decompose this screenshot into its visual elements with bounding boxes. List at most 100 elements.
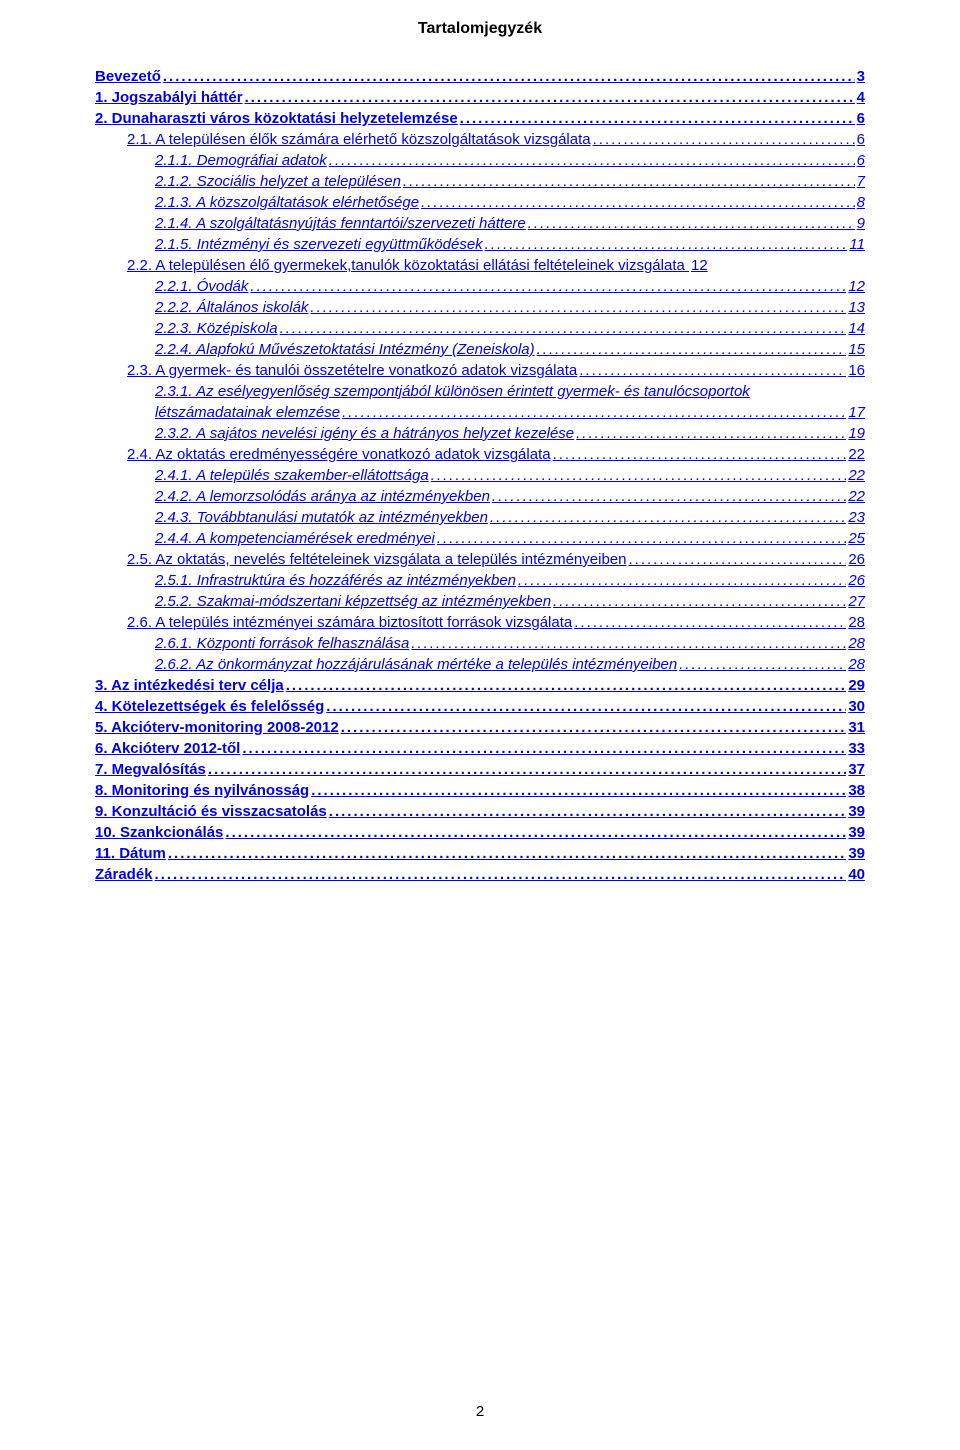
toc-label: 2.1.2. Szociális helyzet a településen (155, 171, 401, 192)
toc-page: 30 (846, 696, 865, 717)
toc-leader: ........................................… (327, 801, 847, 822)
toc-entry[interactable]: 2.4. Az oktatás eredményességére vonatko… (95, 444, 865, 465)
toc-leader: ........................................… (308, 297, 846, 318)
toc-leader: ........................................… (309, 780, 846, 801)
toc-page: 4 (855, 87, 865, 108)
toc-page: 14 (846, 318, 865, 339)
toc-entry[interactable]: 2.6.2. Az önkormányzat hozzájárulásának … (95, 654, 865, 675)
toc-label: Bevezető (95, 66, 161, 87)
toc-entry[interactable]: 2.4.1. A település szakember-ellátottság… (95, 465, 865, 486)
toc-leader: ........................................… (574, 423, 846, 444)
toc-entry[interactable]: 2.3. A gyermek- és tanulói összetételre … (95, 360, 865, 381)
toc-entry[interactable]: Bevezető................................… (95, 66, 865, 87)
toc-label: 5. Akcióterv-monitoring 2008-2012 (95, 717, 339, 738)
toc-leader: ........................................… (435, 528, 846, 549)
toc-entry[interactable]: 8. Monitoring és nyilvánosság...........… (95, 780, 865, 801)
toc-page: 39 (846, 843, 865, 864)
toc-entry[interactable]: 2.5.1. Infrastruktúra és hozzáférés az i… (95, 570, 865, 591)
toc-page: 22 (846, 465, 865, 486)
toc-entry[interactable]: 2.2.1. Óvodák...........................… (95, 276, 865, 297)
toc-entry[interactable]: 1. Jogszabályi háttér...................… (95, 87, 865, 108)
toc-label: 2.1.3. A közszolgáltatások elérhetősége (155, 192, 419, 213)
toc-leader: ........................................… (526, 213, 855, 234)
toc-label: 2.4.1. A település szakember-ellátottság… (155, 465, 429, 486)
toc-entry[interactable]: 9. Konzultáció és visszacsatolás........… (95, 801, 865, 822)
toc-label: 2.5.1. Infrastruktúra és hozzáférés az i… (155, 570, 516, 591)
toc-label: 10. Szankcionálás (95, 822, 223, 843)
toc-leader: ........................................… (401, 171, 855, 192)
toc-entry[interactable]: 5. Akcióterv-monitoring 2008-2012.......… (95, 717, 865, 738)
toc-entry[interactable]: 2.6.1. Központi források felhasználása..… (95, 633, 865, 654)
toc-entry-continuation[interactable]: létszámadatainak elemzése...............… (95, 402, 865, 423)
toc-leader: ........................................… (572, 612, 846, 633)
toc-entry[interactable]: 2.4.2. A lemorzsolódás aránya az intézmé… (95, 486, 865, 507)
toc-page: 28 (846, 633, 865, 654)
toc-entry[interactable]: Záradék.................................… (95, 864, 865, 885)
toc-entry[interactable]: 2.2.2. Általános iskolák................… (95, 297, 865, 318)
toc-leader: ........................................… (339, 717, 847, 738)
toc-leader: ........................................… (248, 276, 846, 297)
toc-label: 2.2.4. Alapfokú Művészetoktatási Intézmé… (155, 339, 535, 360)
toc-page: 8 (855, 192, 865, 213)
toc-page: 28 (846, 612, 865, 633)
toc-entry[interactable]: 2.3.2. A sajátos nevelési igény és a hát… (95, 423, 865, 444)
toc-entry[interactable]: 11. Dátum...............................… (95, 843, 865, 864)
toc-entry[interactable]: 2.3.1. Az esélyegyenlőség szempontjából … (95, 381, 865, 402)
toc-entry[interactable]: 2.2. A településen élő gyermekek,tanulók… (95, 255, 865, 276)
toc-page: 6 (855, 108, 865, 129)
toc-page: 6 (855, 150, 865, 171)
toc-leader: ........................................… (458, 108, 855, 129)
toc-leader: ........................................… (429, 465, 847, 486)
toc-leader: ........................................… (240, 738, 846, 759)
toc-page: 28 (846, 654, 865, 675)
toc-entry[interactable]: 2.1.2. Szociális helyzet a településen..… (95, 171, 865, 192)
toc-entry[interactable]: 6. Akcióterv 2012-től...................… (95, 738, 865, 759)
toc-label: 9. Konzultáció és visszacsatolás (95, 801, 327, 822)
toc-entry[interactable]: 2.1.3. A közszolgáltatások elérhetősége.… (95, 192, 865, 213)
toc-entry[interactable]: 2.5. Az oktatás, nevelés feltételeinek v… (95, 549, 865, 570)
toc-entry[interactable]: 2.6. A település intézményei számára biz… (95, 612, 865, 633)
toc-entry[interactable]: 2.4.3. Továbbtanulási mutatók az intézmé… (95, 507, 865, 528)
toc-leader: ........................................… (166, 843, 846, 864)
toc-leader: ........................................… (490, 486, 846, 507)
toc-entry[interactable]: 10. Szankcionálás.......................… (95, 822, 865, 843)
toc-page: 15 (846, 339, 865, 360)
toc-label: 2.1. A településen élők számára elérhető… (127, 129, 591, 150)
toc-label: 2.5. Az oktatás, nevelés feltételeinek v… (127, 549, 626, 570)
toc-entry[interactable]: 2. Dunaharaszti város közoktatási helyze… (95, 108, 865, 129)
toc-label: 2.6.1. Központi források felhasználása (155, 633, 409, 654)
toc-leader: ........................................… (284, 675, 847, 696)
toc-leader: ........................................… (324, 696, 846, 717)
toc-label: 1. Jogszabályi háttér (95, 87, 243, 108)
toc-page: 39 (846, 822, 865, 843)
toc-entry[interactable]: 4. Kötelezettségek és felelősség........… (95, 696, 865, 717)
toc-entry[interactable]: 2.5.2. Szakmai-módszertani képzettség az… (95, 591, 865, 612)
toc-page: 38 (846, 780, 865, 801)
toc-entry[interactable]: 7. Megvalósítás.........................… (95, 759, 865, 780)
toc-page: 12 (846, 276, 865, 297)
toc-leader: ........................................… (419, 192, 855, 213)
toc-page: 25 (846, 528, 865, 549)
toc-entry[interactable]: 2.1.5. Intézményi és szervezeti együttmű… (95, 234, 865, 255)
toc-entry[interactable]: 2.2.3. Középiskola......................… (95, 318, 865, 339)
toc-title: Tartalomjegyzék (95, 20, 865, 38)
toc-leader: ........................................… (409, 633, 846, 654)
toc-page: 11 (847, 234, 865, 255)
toc-page: 31 (846, 717, 865, 738)
toc-entry[interactable]: 2.4.4. A kompetenciamérések eredményei..… (95, 528, 865, 549)
toc-label: 4. Kötelezettségek és felelősség (95, 696, 324, 717)
toc-entry[interactable]: 2.1. A településen élők számára elérhető… (95, 129, 865, 150)
toc-page: 6 (855, 129, 865, 150)
toc-label: 2.2.1. Óvodák (155, 276, 248, 297)
toc-label: 2. Dunaharaszti város közoktatási helyze… (95, 108, 458, 129)
toc-leader: ........................................… (153, 864, 847, 885)
toc-label: 2.1.5. Intézményi és szervezeti együttmű… (155, 234, 483, 255)
toc-page: 33 (846, 738, 865, 759)
toc-page: 13 (846, 297, 865, 318)
toc-entry[interactable]: 2.1.4. A szolgáltatásnyújtás fenntartói/… (95, 213, 865, 234)
toc-page: 29 (846, 675, 865, 696)
toc-entry[interactable]: 2.2.4. Alapfokú Művészetoktatási Intézmé… (95, 339, 865, 360)
toc-entry[interactable]: 3. Az intézkedési terv célja............… (95, 675, 865, 696)
toc-leader: ........................................… (488, 507, 846, 528)
toc-entry[interactable]: 2.1.1. Demográfiai adatok...............… (95, 150, 865, 171)
